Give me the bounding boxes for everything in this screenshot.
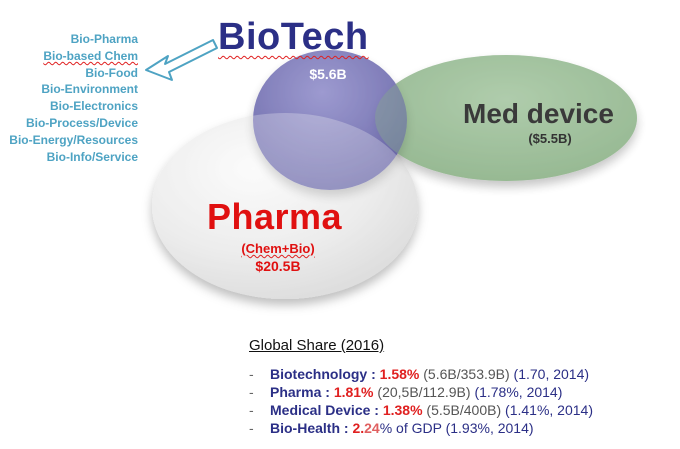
list-item: Bio-Process/Device	[25, 115, 138, 130]
bio-category-list: Bio-Pharma Bio-based Chem Bio-Food Bio-E…	[0, 31, 138, 165]
overlap-highlight	[152, 113, 418, 299]
list-item: Bio-Electronics	[49, 99, 138, 114]
share-row-bio-health: - Bio-Health : 2.24% of GDP (1.93%, 2014)	[249, 420, 534, 436]
list-item: Bio-Food	[85, 65, 138, 80]
med-device-value: ($5.5B)	[528, 131, 572, 146]
pharma-subtitle: (Chem+Bio)	[241, 241, 315, 256]
pharma-value: $20.5B	[255, 258, 301, 274]
global-share-heading: Global Share (2016)	[249, 337, 385, 354]
share-row-biotechnology: - Biotechnology : 1.58% (5.6B/353.9B) (1.…	[249, 366, 590, 382]
biotech-circle	[253, 50, 407, 190]
med-device-circle	[375, 55, 637, 181]
list-item: Bio-Info/Service	[46, 149, 138, 164]
arrow-icon	[145, 39, 218, 81]
overlap-highlight-med	[375, 55, 637, 181]
list-item: Bio-Energy/Resources	[9, 132, 138, 147]
list-item: Bio-based Chem	[43, 48, 138, 63]
list-item: Bio-Pharma	[70, 32, 138, 46]
list-item: Bio-Environment	[41, 82, 138, 97]
pharma-title: Pharma	[207, 196, 343, 237]
share-row-medical-device: - Medical Device : 1.38% (5.5B/400B) (1.4…	[249, 402, 593, 418]
biotech-title: BioTech	[218, 16, 369, 58]
biotech-value: $5.6B	[309, 66, 347, 82]
share-row-pharma: - Pharma : 1.81% (20,5B/112.9B) (1.78%, 2…	[249, 384, 563, 400]
med-device-title: Med device	[463, 98, 614, 129]
